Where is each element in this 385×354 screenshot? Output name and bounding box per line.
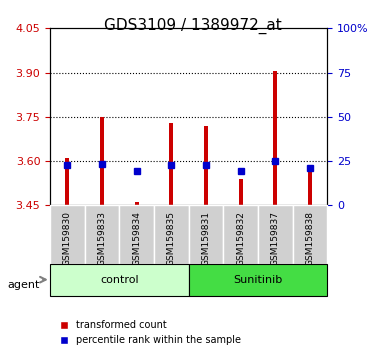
FancyBboxPatch shape [50, 205, 85, 264]
Text: agent: agent [8, 280, 40, 290]
Text: GSM159835: GSM159835 [167, 211, 176, 266]
Text: control: control [100, 275, 139, 285]
Bar [65, 158, 69, 205]
Text: GSM159833: GSM159833 [97, 211, 107, 266]
Bar [100, 117, 104, 205]
Legend: transformed count, percentile rank within the sample: transformed count, percentile rank withi… [55, 316, 245, 349]
Text: GDS3109 / 1389972_at: GDS3109 / 1389972_at [104, 18, 281, 34]
Text: GSM159834: GSM159834 [132, 211, 141, 266]
Text: GSM159830: GSM159830 [63, 211, 72, 266]
FancyBboxPatch shape [50, 264, 189, 296]
FancyBboxPatch shape [119, 205, 154, 264]
Text: GSM159837: GSM159837 [271, 211, 280, 266]
Bar [204, 126, 208, 205]
FancyBboxPatch shape [85, 205, 119, 264]
Bar [135, 202, 139, 205]
Bar [308, 170, 312, 205]
Text: GSM159832: GSM159832 [236, 211, 245, 266]
FancyBboxPatch shape [223, 205, 258, 264]
FancyBboxPatch shape [293, 205, 327, 264]
FancyBboxPatch shape [154, 205, 189, 264]
Bar [169, 123, 173, 205]
Text: Sunitinib: Sunitinib [233, 275, 283, 285]
Bar [239, 179, 243, 205]
Text: GSM159831: GSM159831 [201, 211, 211, 266]
Bar [273, 71, 277, 205]
FancyBboxPatch shape [189, 205, 223, 264]
FancyBboxPatch shape [189, 264, 327, 296]
Text: GSM159838: GSM159838 [305, 211, 315, 266]
FancyBboxPatch shape [258, 205, 293, 264]
